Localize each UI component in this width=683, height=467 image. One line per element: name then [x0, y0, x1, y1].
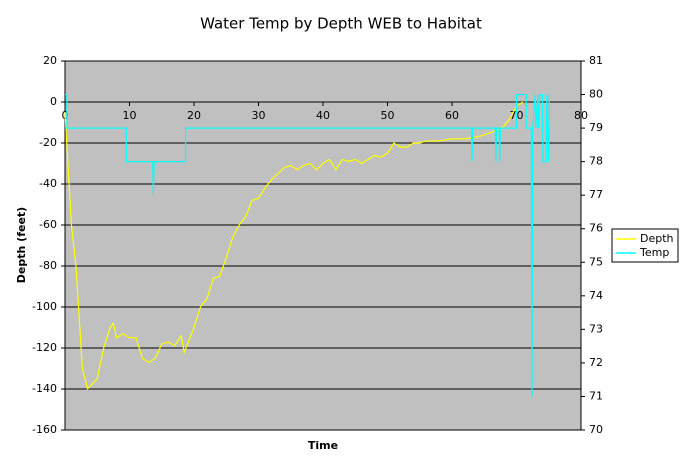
plot-area [64, 60, 582, 431]
x-tick-label: 20 [187, 109, 201, 122]
series-line [65, 93, 550, 397]
y-tick-label: -100 [32, 300, 57, 313]
y2-tick-label: 75 [589, 255, 603, 268]
x-tick-label: 80 [574, 109, 588, 122]
y2-tick-label: 70 [589, 423, 603, 436]
x-tick-label: 60 [445, 109, 459, 122]
x-tick-label: 40 [316, 109, 330, 122]
y2-tick-label: 73 [589, 322, 603, 335]
y-tick-label: -40 [39, 177, 57, 190]
y-tick-label: -160 [32, 423, 57, 436]
y2-tick-label: 71 [589, 389, 603, 402]
x-tick-label: 30 [252, 109, 266, 122]
y-tick-label: -60 [39, 218, 57, 231]
legend-label: Temp [639, 246, 669, 259]
y-axis-title: Depth (feet) [15, 207, 28, 283]
y2-tick-label: 78 [589, 155, 603, 168]
y2-tick-label: 74 [589, 289, 603, 302]
y2-tick-label: 80 [589, 88, 603, 101]
legend [611, 228, 679, 263]
y-tick-label: -120 [32, 341, 57, 354]
chart-title: Water Temp by Depth WEB to Habitat [200, 15, 482, 33]
x-tick-label: 10 [123, 109, 137, 122]
y-tick-label: -140 [32, 382, 57, 395]
series-line [64, 101, 524, 391]
legend-label: Depth [640, 232, 674, 245]
y2-tick-label: 76 [589, 222, 603, 235]
x-axis-title: Time [308, 439, 338, 452]
y-tick-label: 20 [43, 54, 57, 67]
y-tick-label: -80 [39, 259, 57, 272]
y2-tick-label: 77 [589, 188, 603, 201]
y-tick-label: -20 [39, 136, 57, 149]
y2-tick-label: 72 [589, 356, 603, 369]
y2-tick-label: 81 [589, 54, 603, 67]
y-tick-label: 0 [50, 95, 57, 108]
y2-tick-label: 79 [589, 121, 603, 134]
x-tick-label: 50 [381, 109, 395, 122]
